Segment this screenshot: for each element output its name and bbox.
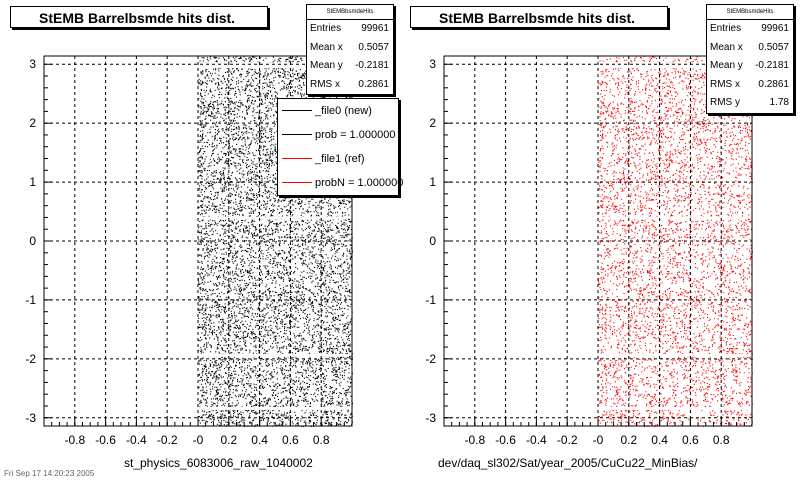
y-tick-label: -2: [25, 352, 36, 366]
x-tick-label: -0.6: [95, 433, 116, 447]
stats-header: StEMBbsmdeHits: [307, 5, 393, 20]
x-tick-label: -0.8: [464, 433, 485, 447]
stats-header: StEMBbsmdeHits: [707, 5, 793, 20]
stats-row: RMS y 1.78: [710, 97, 789, 108]
legend-item: prob = 1.000000: [278, 123, 398, 147]
x-tick-label: -0: [593, 433, 604, 447]
scatter-density: [598, 56, 753, 428]
scatter-density: [198, 56, 354, 428]
stats-row: Mean x 0.5057: [310, 41, 389, 53]
stats-row: Mean y -0.2181: [310, 60, 389, 71]
legend-swatch: [282, 158, 312, 159]
y-tick-label: 0: [429, 234, 436, 248]
gap-band: [198, 353, 348, 357]
x-tick-label: 0.8: [313, 433, 330, 447]
timestamp: Fri Sep 17 14:20:23 2005: [4, 469, 95, 478]
stats-row: Mean x 0.5057: [710, 41, 789, 53]
x-tick-label: 0.8: [713, 433, 730, 447]
gap-band: [198, 216, 348, 220]
legend-label: prob = 1.000000: [315, 129, 396, 141]
y-tick-label: 3: [29, 57, 36, 71]
y-tick-label: -3: [425, 411, 436, 425]
x-tick-label: 0.4: [651, 433, 668, 447]
x-tick-label: -0.2: [157, 433, 178, 447]
stats-row: Mean y -0.2181: [710, 60, 789, 71]
x-tick-label: -0: [193, 433, 204, 447]
stats-row: RMS x 0.2861: [710, 78, 789, 90]
stats-row: RMS x 0.2861: [310, 78, 389, 90]
x-tick-label: -0.4: [126, 433, 147, 447]
legend-item: probN = 1.000000: [278, 171, 403, 195]
left-panel: -0.8 -0.6 -0.4 -0.2 -0 0.2 0.4 0.6 0.8 3 2 1 0 -1 -2 -3…: [4, 4, 403, 478]
stats-row: Entries 99961: [710, 23, 789, 34]
legend-label: _file1 (ref): [315, 153, 365, 165]
legend-swatch: [282, 110, 312, 111]
y-tick-label: -1: [25, 293, 36, 307]
gap-band: [598, 65, 748, 69]
y-tick-label: 1: [29, 175, 36, 189]
gap-band: [598, 406, 748, 410]
x-tick-label: 0.2: [620, 433, 637, 447]
x-tick-label: -0.2: [557, 433, 578, 447]
right-scatter-plot: -0.8 -0.6 -0.4 -0.2 -0 0.2 0.4 0.6 0.8 3 2 1 0 -1 -2 -3: [425, 55, 753, 447]
gap-band: [598, 353, 748, 357]
y-tick-label: -2: [425, 352, 436, 366]
legend-item: _file0 (new): [278, 99, 398, 123]
y-tick-label: 3: [429, 57, 436, 71]
legend-swatch: [282, 182, 312, 183]
gap-band: [198, 65, 348, 69]
y-tick-label: 2: [29, 116, 36, 130]
x-tick-label: 0.6: [282, 433, 299, 447]
x-tick-label: -0.6: [495, 433, 516, 447]
legend-swatch: [282, 134, 312, 135]
legend-box: _file0 (new) prob = 1.000000 _file1 (ref…: [277, 98, 403, 196]
grid-lines: [444, 56, 752, 426]
x-tick-label: 0.4: [251, 433, 268, 447]
right-x-axis-label: dev/daq_sl302/Sat/year_2005/CuCu22_MinBi…: [438, 456, 698, 470]
x-tick-label: -0.4: [526, 433, 547, 447]
x-tick-label: 0.6: [682, 433, 699, 447]
y-tick-label: 0: [29, 234, 36, 248]
y-tick-label: -1: [425, 293, 436, 307]
left-x-axis-label: st_physics_6083006_raw_1040002: [124, 456, 313, 470]
legend-label: probN = 1.000000: [315, 177, 404, 189]
gap-band: [198, 406, 348, 410]
right-stats-box: StEMBbsmdeHits Entries 99961 Mean x 0.5057…: [706, 4, 794, 114]
stats-row: Entries 99961: [310, 23, 389, 34]
left-stats-box: StEMBbsmdeHits Entries 99961 Mean x 0.5057…: [306, 4, 394, 95]
x-tick-label: -0.8: [64, 433, 85, 447]
legend-item: _file1 (ref): [278, 147, 398, 171]
x-tick-label: 0.2: [220, 433, 237, 447]
y-tick-label: 1: [429, 175, 436, 189]
legend-label: _file0 (new): [315, 105, 372, 117]
left-chart-title: StEMB Barrelbsmde hits dist.: [10, 6, 268, 28]
gap-band: [598, 216, 748, 220]
y-tick-label: -3: [25, 411, 36, 425]
y-tick-label: 2: [429, 116, 436, 130]
right-chart-title: StEMB Barrelbsmde hits dist.: [410, 6, 668, 28]
right-panel: -0.8 -0.6 -0.4 -0.2 -0 0.2 0.4 0.6 0.8 3 2 1 0 -1 -2 -3…: [400, 0, 800, 480]
